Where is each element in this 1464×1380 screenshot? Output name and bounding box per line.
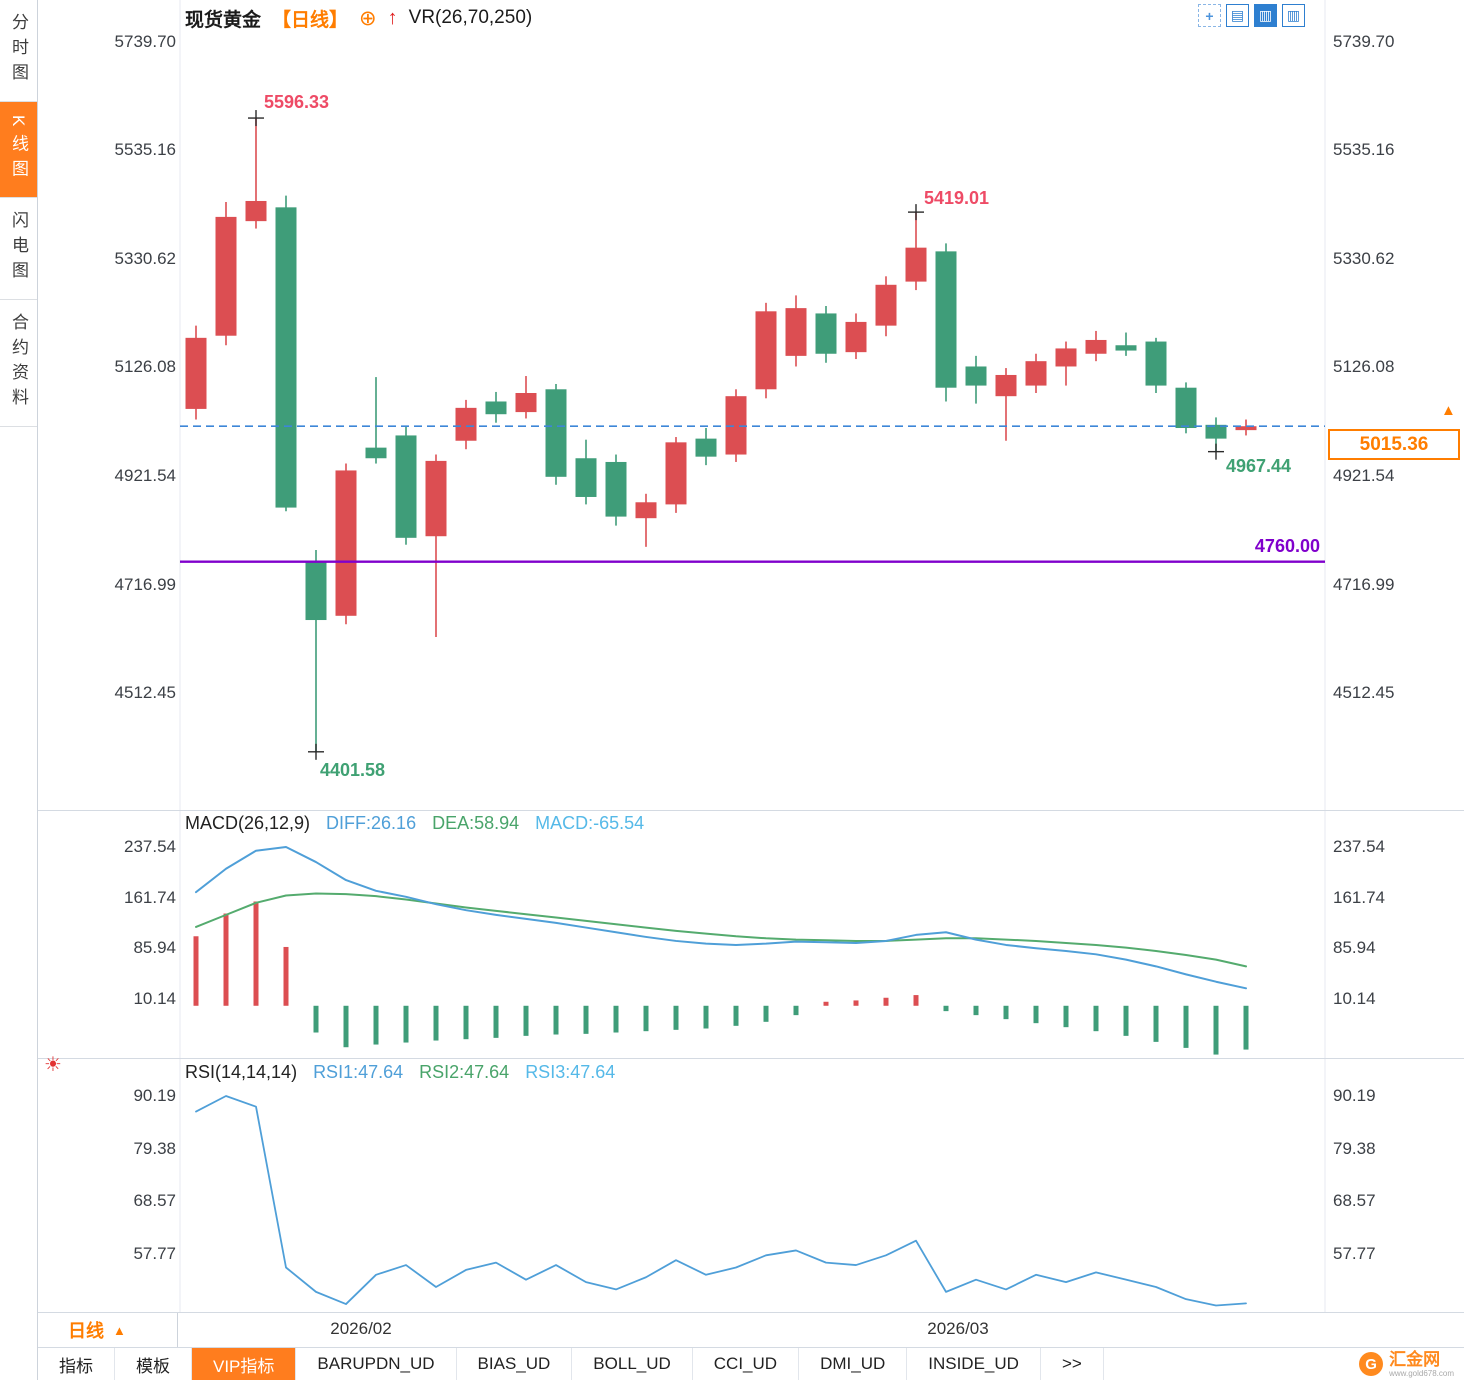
rsi-header: RSI(14,14,14) RSI1:47.64 RSI2:47.64 RSI3… [185, 1062, 615, 1083]
tab-bias-ud[interactable]: BIAS_UD [457, 1348, 573, 1380]
axis-tick: 90.19 [1333, 1086, 1376, 1105]
rsi2-value: RSI2:47.64 [419, 1062, 510, 1082]
bar-chart-icon[interactable]: ▥ [1254, 4, 1277, 27]
price-up-triangle-icon: ▲ [1441, 402, 1456, 419]
axis-tick: 85.94 [1333, 938, 1376, 958]
split-panel-icon[interactable]: ▥ [1282, 4, 1305, 27]
symbol-name: 现货黄金 [185, 9, 262, 31]
sidebar-item-contract-info[interactable]: 合约资料 [0, 300, 37, 428]
sidebar-item-label: 分时图 [9, 13, 28, 88]
macd-dea-value: DEA:58.94 [432, 813, 520, 833]
tab-barupdn-ud[interactable]: BARUPDN_UD [296, 1348, 457, 1380]
pan-move-icon[interactable]: + [1198, 4, 1221, 27]
axis-tick: 5330.62 [114, 248, 176, 268]
chart-toolbar: + ▤ ▥ ▥ [1198, 4, 1305, 27]
tabs-more-button[interactable]: >> [1041, 1348, 1104, 1380]
axis-tick: 68.57 [133, 1191, 176, 1211]
sun-icon[interactable]: ☀ [44, 1054, 62, 1076]
indicator-tab-bar: 指标 模板 VIP指标 BARUPDN_UD BIAS_UD BOLL_UD C… [38, 1348, 1464, 1380]
rsi-title: RSI(14,14,14) [185, 1062, 298, 1082]
tab-dmi-ud[interactable]: DMI_UD [799, 1348, 908, 1380]
sidebar-item-kline-chart[interactable]: K线图 [0, 102, 37, 199]
grid-layout-icon[interactable]: ▤ [1226, 4, 1249, 27]
axis-tick: 5126.08 [114, 357, 176, 377]
macd-macd-value: MACD:-65.54 [535, 813, 645, 833]
price-axis-left: 5739.70 5535.16 5330.62 5126.08 4921.54 4716.… [58, 0, 176, 1380]
axis-tick: 5330.62 [1333, 248, 1395, 268]
annotation-high: 5419.01 [924, 188, 990, 208]
axis-tick: 57.77 [133, 1244, 176, 1263]
up-arrow-icon: ↑ [387, 6, 398, 29]
axis-tick: 237.54 [124, 837, 176, 856]
annotation-high: 5596.33 [264, 92, 330, 112]
axis-tick: 90.19 [133, 1086, 176, 1105]
annotation-low: 4401.58 [320, 760, 386, 780]
tabbar-spacer [1104, 1348, 1359, 1380]
logo-url: www.gold678.com [1389, 1368, 1454, 1378]
annotation-low: 4967.44 [1226, 456, 1292, 476]
axis-tick: 85.94 [133, 938, 176, 958]
support-line-label: 4760.00 [1254, 536, 1320, 556]
sidebar-item-lightning-chart[interactable]: 闪电图 [0, 198, 37, 301]
axis-tick: 57.77 [1333, 1244, 1376, 1263]
period-tag[interactable]: 【日线】 [272, 9, 349, 31]
triangle-up-icon: ▲ [113, 1322, 126, 1338]
last-price-tag: 5015.36 [1328, 429, 1460, 460]
logo-name: 汇金网 [1389, 1349, 1441, 1369]
axis-tick: 5739.70 [114, 32, 176, 51]
axis-tick: 237.54 [1333, 837, 1385, 856]
tab-inside-ud[interactable]: INSIDE_UD [907, 1348, 1041, 1380]
axis-tick: 4921.54 [114, 465, 176, 485]
x-axis-label: 2026/02 [330, 1319, 392, 1338]
macd-diff-value: DIFF:26.16 [326, 813, 417, 833]
period-selector-button[interactable]: 日线 ▲ [38, 1313, 178, 1347]
axis-tick: 161.74 [124, 887, 176, 907]
axis-tick: 79.38 [1333, 1138, 1376, 1158]
logo-icon: G [1359, 1352, 1384, 1376]
axis-tick: 5739.70 [1333, 32, 1395, 51]
axis-tick: 5535.16 [1333, 140, 1395, 160]
axis-tick: 79.38 [133, 1138, 176, 1158]
overlay-indicator-label: VR(26,70,250) [408, 7, 533, 28]
chart-header: 现货黄金 【日线】 ⊕ ↑ VR(26,70,250) [185, 5, 532, 31]
axis-tick: 68.57 [1333, 1191, 1376, 1211]
axis-tick: 4716.99 [114, 574, 176, 594]
axis-tick: 10.14 [1333, 989, 1376, 1008]
target-icon[interactable]: ⊕ [359, 6, 377, 30]
axis-tick: 10.14 [133, 989, 176, 1008]
tab-boll-ud[interactable]: BOLL_UD [572, 1348, 693, 1380]
sidebar-item-label: K线图 [9, 115, 28, 185]
price-axis-right: 5739.70 5535.16 5330.62 5126.08 4921.54 4716.… [1333, 0, 1453, 1380]
macd-header: MACD(26,12,9) DIFF:26.16 DEA:58.94 MACD:… [185, 813, 644, 834]
sidebar-item-time-chart[interactable]: 分时图 [0, 0, 37, 102]
axis-tick: 4921.54 [1333, 465, 1395, 485]
x-axis-label: 2026/03 [927, 1319, 989, 1338]
sidebar-item-label: 合约资料 [9, 313, 28, 414]
tab-vip-indicators[interactable]: VIP指标 [192, 1348, 297, 1380]
axis-tick: 5126.08 [1333, 357, 1395, 377]
axis-tick: 5535.16 [114, 140, 176, 160]
axis-tick: 161.74 [1333, 887, 1385, 907]
period-label: 日线 [68, 1321, 104, 1341]
sidebar: 分时图 K线图 闪电图 合约资料 [0, 0, 38, 1380]
tab-templates[interactable]: 模板 [115, 1348, 192, 1380]
axis-tick: 4512.45 [1333, 683, 1395, 702]
macd-title: MACD(26,12,9) [185, 813, 311, 833]
tab-cci-ud[interactable]: CCI_UD [693, 1348, 800, 1380]
axis-tick: 4512.45 [114, 683, 176, 702]
site-logo: G 汇金网 www.gold678.com [1359, 1348, 1464, 1380]
axis-tick: 4716.99 [1333, 574, 1395, 594]
rsi1-value: RSI1:47.64 [313, 1062, 404, 1082]
rsi3-value: RSI3:47.64 [525, 1062, 616, 1082]
sidebar-item-label: 闪电图 [9, 211, 28, 287]
tab-indicators[interactable]: 指标 [38, 1348, 115, 1380]
